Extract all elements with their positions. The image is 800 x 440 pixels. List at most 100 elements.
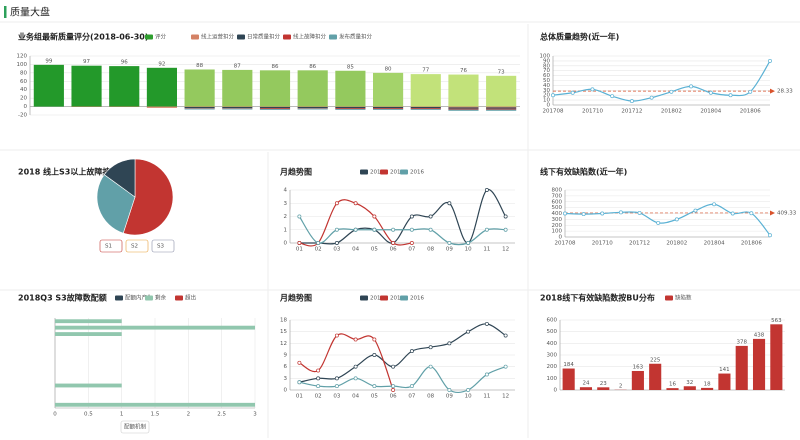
- legend-button[interactable]: [125, 239, 149, 253]
- x-tick-label: 2.5: [217, 412, 226, 418]
- legend-button[interactable]: [151, 239, 175, 253]
- y-tick-label: 600: [552, 199, 563, 205]
- point: [728, 93, 733, 98]
- x-tick-label: 05: [371, 247, 378, 253]
- y-tick-label: 300: [552, 217, 563, 223]
- x-tick-label: 201710: [592, 241, 613, 247]
- chart-title: 业务组最新质量评分(2018-06-30): [18, 32, 148, 42]
- x-tick-label: 201802: [666, 241, 687, 247]
- x-tick-label: 07: [408, 394, 415, 400]
- bar-value-label: 563: [771, 318, 782, 324]
- hbar: [55, 332, 122, 336]
- y-tick-label: 9: [284, 353, 288, 359]
- bar-value-label: 184: [563, 362, 574, 368]
- bar: [683, 386, 696, 390]
- y-tick-label: 18: [280, 318, 287, 324]
- deduction-bar: [486, 107, 517, 109]
- legend-swatch: [380, 295, 388, 301]
- x-tick-label: 1: [120, 412, 124, 418]
- y-tick-label: 100: [547, 376, 558, 382]
- mark-arrow: [770, 88, 775, 94]
- deduction-bar: [373, 108, 404, 110]
- x-tick-label: 01: [296, 247, 303, 253]
- score-bar: [33, 64, 64, 107]
- y-tick-label: 40: [543, 83, 550, 89]
- legend-swatch: [360, 169, 368, 175]
- y-tick-label: 70: [543, 68, 550, 74]
- x-tick-label: 01: [296, 394, 303, 400]
- y-tick-label: 6: [284, 364, 288, 370]
- mark-line-label: 28.33: [777, 89, 793, 95]
- deduction-bar: [184, 108, 215, 110]
- bar: [597, 387, 610, 390]
- point: [484, 372, 489, 377]
- deduction-bar: [410, 108, 441, 110]
- deduction-bar: [259, 109, 291, 110]
- bar-value-label: 80: [385, 66, 392, 72]
- bar: [701, 387, 714, 390]
- bar-value-label: 88: [196, 63, 203, 69]
- legend-label: 线上故障扣分: [293, 33, 327, 41]
- x-tick-label: 201804: [704, 241, 725, 247]
- bar-value-label: 438: [754, 332, 765, 338]
- legend-label: 2016: [410, 296, 424, 302]
- score-bar: [448, 74, 479, 107]
- x-tick-label: 12: [502, 247, 509, 253]
- x-tick-label: 07: [408, 247, 415, 253]
- bar: [562, 368, 575, 390]
- legend-swatch: [191, 34, 199, 40]
- point: [503, 333, 508, 338]
- quota-button-label: 配额机制: [124, 423, 147, 431]
- bar-value-label: 87: [234, 63, 241, 69]
- y-tick-label: 0: [554, 388, 558, 394]
- point: [409, 227, 414, 232]
- legend-label: 超出: [185, 294, 196, 302]
- point: [353, 376, 358, 381]
- y-tick-label: 0: [284, 388, 288, 394]
- x-tick-label: 09: [446, 247, 453, 253]
- bar-value-label: 85: [347, 64, 354, 70]
- deduction-bar: [335, 108, 366, 110]
- point: [316, 368, 321, 373]
- point: [629, 99, 634, 104]
- mark-arrow: [770, 210, 775, 216]
- chart-title: 2018 线上S3以上故障按BU分布: [18, 167, 139, 177]
- x-tick-label: 06: [390, 394, 397, 400]
- point: [674, 217, 679, 222]
- x-tick-label: 2: [187, 412, 191, 418]
- point: [570, 90, 575, 95]
- legend-swatch: [237, 34, 245, 40]
- x-tick-label: 201802: [661, 109, 682, 115]
- y-tick-label: 60: [20, 79, 27, 85]
- point: [353, 227, 358, 232]
- x-tick-label: 201708: [543, 109, 564, 115]
- point: [297, 241, 302, 245]
- legend-button[interactable]: [99, 239, 123, 253]
- y-tick-label: 80: [543, 63, 550, 69]
- point: [391, 241, 396, 245]
- deduction-bar: [297, 106, 328, 109]
- bar-value-label: 378: [736, 339, 747, 345]
- y-tick-label: 1: [284, 227, 288, 233]
- deduction-bar: [448, 106, 479, 108]
- x-tick-label: 3: [253, 412, 257, 418]
- legend-swatch: [360, 295, 368, 301]
- point: [610, 94, 615, 99]
- point: [372, 227, 377, 232]
- quota-button[interactable]: [120, 420, 150, 434]
- point: [409, 349, 414, 354]
- score-bar: [146, 67, 177, 107]
- mark-line-label: 409.33: [777, 210, 797, 216]
- point: [693, 208, 698, 213]
- legend-label: 2018: [370, 170, 384, 176]
- point: [689, 84, 694, 89]
- bar-value-label: 2: [619, 383, 623, 389]
- y-tick-label: 40: [20, 87, 27, 93]
- point: [768, 233, 772, 238]
- y-tick-label: 500: [547, 329, 558, 335]
- point: [466, 241, 471, 245]
- point: [391, 227, 396, 232]
- point: [316, 376, 321, 381]
- bar-value-label: 141: [719, 367, 730, 373]
- point: [372, 337, 377, 342]
